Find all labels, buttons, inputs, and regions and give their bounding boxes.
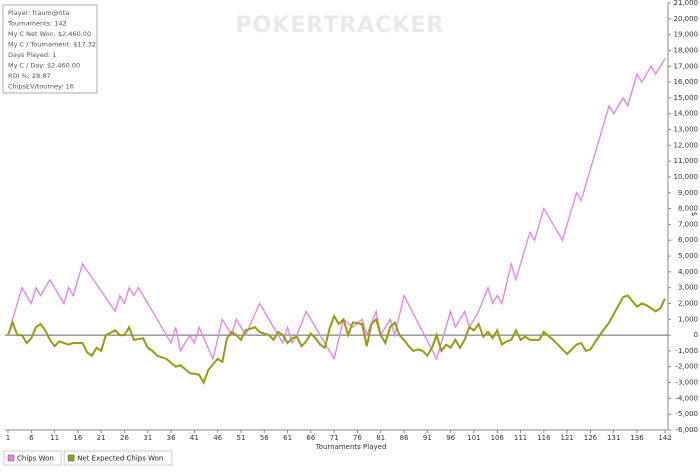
y-tick-label: 16,000 (674, 78, 699, 86)
stat-line: My C / Day: $2,460.00 (8, 62, 80, 70)
legend-label: Chips Won (17, 455, 54, 463)
y-tick-label: 10,000 (674, 173, 699, 181)
watermark: POKERTRACKER (236, 13, 445, 38)
x-tick-label: 1 (6, 434, 10, 442)
legend-label: Net Expected Chips Won (77, 455, 163, 463)
x-tick-label: 136 (630, 434, 644, 442)
y-tick-label: 13,000 (674, 126, 699, 134)
y-tick-label: 6,000 (678, 236, 698, 244)
x-tick-label: 121 (560, 434, 573, 442)
y-tick-label: 8,000 (678, 205, 698, 213)
x-tick-label: 46 (213, 434, 222, 442)
y-tick-label: 14,000 (674, 110, 699, 118)
stat-line: Tournaments: 142 (7, 20, 67, 28)
x-tick-label: 91 (423, 434, 432, 442)
y-tick-label: 11,000 (674, 157, 699, 165)
x-tick-label: 131 (607, 434, 620, 442)
x-tick-label: 11 (50, 434, 59, 442)
y-tick-label: -5,000 (675, 410, 698, 418)
x-tick-label: 101 (467, 434, 480, 442)
x-tick-label: 31 (143, 434, 152, 442)
y-tick-label: -1,000 (675, 347, 698, 355)
x-tick-label: 6 (29, 434, 34, 442)
legend-swatch (7, 454, 15, 462)
x-tick-label: 142 (658, 434, 671, 442)
x-tick-label: 126 (584, 434, 598, 442)
x-tick-label: 51 (237, 434, 246, 442)
legend-item (63, 450, 173, 466)
x-tick-label: 86 (400, 434, 409, 442)
x-tick-label: 21 (97, 434, 106, 442)
y-tick-label: 18,000 (674, 46, 699, 54)
x-tick-label: 61 (283, 434, 292, 442)
x-tick-label: 76 (353, 434, 362, 442)
y-tick-label: 9,000 (678, 189, 698, 197)
y-tick-label: 0 (694, 331, 698, 339)
y-tick-label: -2,000 (675, 363, 698, 371)
y-tick-label: 1,000 (678, 315, 698, 323)
y-tick-label: 19,000 (674, 31, 699, 39)
y-tick-label: -3,000 (675, 379, 698, 387)
x-tick-label: 36 (167, 434, 176, 442)
x-tick-label: 96 (446, 434, 455, 442)
x-tick-label: 41 (190, 434, 199, 442)
x-tick-label: 71 (330, 434, 339, 442)
legend-item (3, 450, 62, 466)
x-tick-label: 16 (73, 434, 82, 442)
y-tick-label: 15,000 (674, 94, 699, 102)
x-tick-label: 111 (514, 434, 527, 442)
x-tick-label: 56 (260, 434, 269, 442)
legend-swatch (67, 454, 75, 462)
stat-line: My C Net Won: $2,460.00 (8, 30, 91, 38)
y-tick-label: 4,000 (678, 268, 698, 276)
y-tick-label: 20,000 (674, 15, 699, 23)
y-tick-label: 3,000 (678, 284, 698, 292)
x-tick-label: 106 (491, 434, 505, 442)
y-tick-label: -4,000 (675, 394, 698, 402)
y-tick-label: 21,000 (674, 0, 699, 7)
stat-line: Player: fraum@rita (8, 9, 69, 17)
y-tick-label: -6,000 (675, 426, 698, 434)
x-tick-label: 81 (376, 434, 385, 442)
y-tick-label: 7,000 (678, 220, 698, 228)
stat-line: ChipsEV/tourney: 16 (8, 83, 74, 91)
stat-line: Days Played: 1 (8, 51, 56, 59)
x-axis-label: Tournaments Played (315, 443, 387, 451)
series-line (7, 58, 666, 361)
y-tick-label: 2,000 (678, 299, 698, 307)
y-tick-label: 5,000 (678, 252, 698, 260)
stat-line: ROI %: 28.87 (8, 72, 51, 80)
y-tick-label: 12,000 (674, 141, 699, 149)
stat-line: My C / Tournament: $17.32 (8, 41, 96, 49)
x-tick-label: 116 (537, 434, 551, 442)
stats-box (2, 4, 98, 94)
y-tick-label: 17,000 (674, 62, 699, 70)
x-tick-label: 26 (120, 434, 129, 442)
series-line (7, 294, 666, 385)
x-tick-label: 66 (306, 434, 315, 442)
y-axis-label: $ (690, 212, 698, 216)
